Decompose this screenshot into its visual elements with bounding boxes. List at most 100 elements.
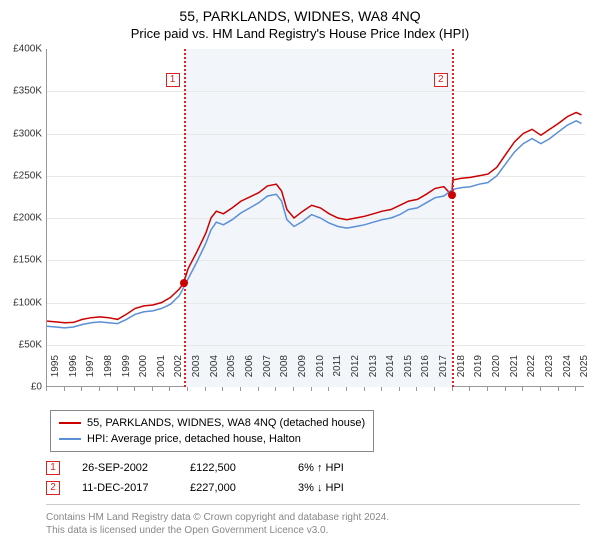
x-axis-label: 2020 bbox=[491, 355, 502, 391]
transaction-index-box: 1 bbox=[46, 461, 60, 475]
x-tick bbox=[452, 387, 453, 391]
x-tick bbox=[134, 387, 135, 391]
y-axis-label: £50K bbox=[19, 339, 42, 350]
x-axis-label: 2002 bbox=[173, 355, 184, 391]
transactions-table: 1 26-SEP-2002 £122,500 6% ↑ HPI 2 11-DEC-2017… bbox=[46, 458, 384, 498]
x-tick bbox=[311, 387, 312, 391]
x-axis-label: 2012 bbox=[350, 355, 361, 391]
y-axis-label: £150K bbox=[13, 255, 42, 266]
transaction-dot bbox=[448, 191, 456, 199]
x-tick bbox=[293, 387, 294, 391]
y-axis-label: £0 bbox=[31, 382, 42, 393]
x-axis-label: 2007 bbox=[262, 355, 273, 391]
transaction-index-box: 2 bbox=[46, 481, 60, 495]
price-chart: 12 £0£50K£100K£150K£200K£250K£300K£350K£… bbox=[46, 49, 584, 405]
x-tick bbox=[258, 387, 259, 391]
x-axis-label: 2004 bbox=[209, 355, 220, 391]
chart-legend: 55, PARKLANDS, WIDNES, WA8 4NQ (detached… bbox=[50, 410, 374, 452]
x-axis-label: 2017 bbox=[438, 355, 449, 391]
x-tick bbox=[117, 387, 118, 391]
transaction-row: 2 11-DEC-2017 £227,000 3% ↓ HPI bbox=[46, 478, 384, 498]
x-axis-label: 2001 bbox=[156, 355, 167, 391]
x-axis-label: 2005 bbox=[226, 355, 237, 391]
y-axis-label: £300K bbox=[13, 128, 42, 139]
x-tick bbox=[328, 387, 329, 391]
x-axis-label: 1997 bbox=[85, 355, 96, 391]
x-tick bbox=[152, 387, 153, 391]
x-axis-label: 1995 bbox=[50, 355, 61, 391]
x-axis-label: 1996 bbox=[68, 355, 79, 391]
x-axis-label: 2016 bbox=[420, 355, 431, 391]
x-axis-label: 2003 bbox=[191, 355, 202, 391]
x-axis-label: 2014 bbox=[385, 355, 396, 391]
x-tick bbox=[487, 387, 488, 391]
x-axis-label: 2021 bbox=[509, 355, 520, 391]
x-axis-label: 1998 bbox=[103, 355, 114, 391]
page-title: 55, PARKLANDS, WIDNES, WA8 4NQ bbox=[0, 8, 600, 24]
x-tick bbox=[169, 387, 170, 391]
footer-line-2: This data is licensed under the Open Gov… bbox=[46, 524, 580, 537]
x-axis-label: 2013 bbox=[368, 355, 379, 391]
x-axis-label: 1999 bbox=[121, 355, 132, 391]
x-axis-label: 2022 bbox=[526, 355, 537, 391]
transaction-marker-box: 2 bbox=[434, 73, 448, 87]
transaction-vline bbox=[452, 49, 454, 387]
transaction-price: £122,500 bbox=[190, 462, 276, 474]
legend-item: HPI: Average price, detached house, Halt… bbox=[59, 431, 365, 447]
transaction-row: 1 26-SEP-2002 £122,500 6% ↑ HPI bbox=[46, 458, 384, 478]
x-tick bbox=[346, 387, 347, 391]
y-axis-label: £100K bbox=[13, 297, 42, 308]
x-axis-label: 2006 bbox=[244, 355, 255, 391]
transaction-marker-box: 1 bbox=[166, 73, 180, 87]
transaction-delta: 3% ↓ HPI bbox=[298, 482, 384, 494]
legend-item: 55, PARKLANDS, WIDNES, WA8 4NQ (detached… bbox=[59, 415, 365, 431]
x-tick bbox=[275, 387, 276, 391]
x-tick bbox=[64, 387, 65, 391]
transaction-price: £227,000 bbox=[190, 482, 276, 494]
x-tick bbox=[187, 387, 188, 391]
line-series-svg bbox=[47, 49, 585, 387]
legend-swatch bbox=[59, 422, 81, 424]
footer-line-1: Contains HM Land Registry data © Crown c… bbox=[46, 511, 580, 524]
y-axis-label: £350K bbox=[13, 86, 42, 97]
x-axis-label: 2023 bbox=[544, 355, 555, 391]
x-tick bbox=[222, 387, 223, 391]
x-tick bbox=[434, 387, 435, 391]
y-axis-label: £400K bbox=[13, 44, 42, 55]
transaction-vline bbox=[184, 49, 186, 387]
x-axis-label: 2019 bbox=[473, 355, 484, 391]
x-tick bbox=[522, 387, 523, 391]
x-tick bbox=[558, 387, 559, 391]
page-subtitle: Price paid vs. HM Land Registry's House … bbox=[0, 26, 600, 41]
x-tick bbox=[46, 387, 47, 391]
series-line bbox=[47, 112, 582, 322]
x-tick bbox=[575, 387, 576, 391]
x-tick bbox=[399, 387, 400, 391]
x-axis-label: 2009 bbox=[297, 355, 308, 391]
x-tick bbox=[505, 387, 506, 391]
series-line bbox=[47, 121, 582, 328]
x-tick bbox=[81, 387, 82, 391]
y-axis-label: £200K bbox=[13, 213, 42, 224]
x-tick bbox=[364, 387, 365, 391]
x-axis-label: 2010 bbox=[315, 355, 326, 391]
x-tick bbox=[205, 387, 206, 391]
legend-label: 55, PARKLANDS, WIDNES, WA8 4NQ (detached… bbox=[87, 417, 365, 429]
x-axis-label: 2008 bbox=[279, 355, 290, 391]
x-axis-label: 2018 bbox=[456, 355, 467, 391]
x-tick bbox=[240, 387, 241, 391]
transaction-date: 26-SEP-2002 bbox=[82, 462, 168, 474]
x-tick bbox=[99, 387, 100, 391]
x-tick bbox=[381, 387, 382, 391]
legend-swatch bbox=[59, 438, 81, 440]
x-axis-label: 2015 bbox=[403, 355, 414, 391]
y-axis-label: £250K bbox=[13, 170, 42, 181]
transaction-date: 11-DEC-2017 bbox=[82, 482, 168, 494]
x-axis-label: 2000 bbox=[138, 355, 149, 391]
x-tick bbox=[540, 387, 541, 391]
footer-attribution: Contains HM Land Registry data © Crown c… bbox=[46, 504, 580, 537]
legend-label: HPI: Average price, detached house, Halt… bbox=[87, 433, 301, 445]
x-tick bbox=[416, 387, 417, 391]
transaction-delta: 6% ↑ HPI bbox=[298, 462, 384, 474]
x-axis-label: 2011 bbox=[332, 355, 343, 391]
